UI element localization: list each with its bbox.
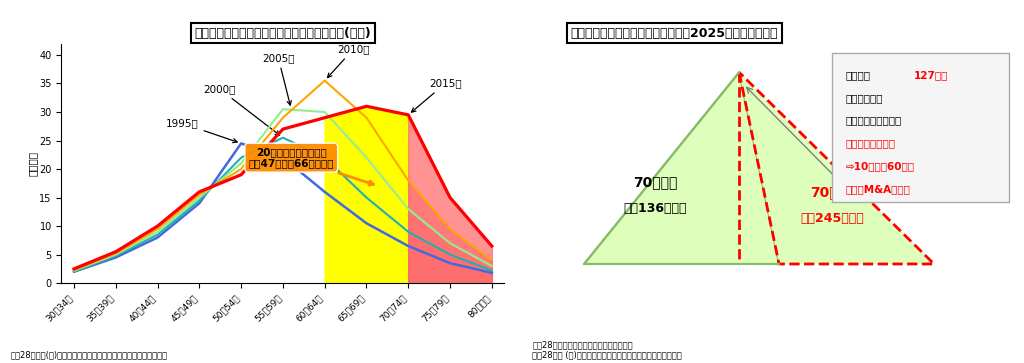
Text: 127万人: 127万人 (914, 70, 948, 80)
Text: 約半数の: 約半数の (846, 70, 870, 80)
Text: 平成28年度総務省「個人企業経済調査」、
平成28年度 (株)帝国データバンクの企業概要ファイルから推計: 平成28年度総務省「個人企業経済調査」、 平成28年度 (株)帝国データバンクの… (532, 340, 682, 359)
FancyBboxPatch shape (833, 53, 1010, 202)
Text: 2005年: 2005年 (262, 53, 295, 105)
Text: が後継者未定: が後継者未定 (846, 93, 883, 103)
Text: 70歳未満: 70歳未満 (633, 176, 677, 189)
Text: 20年間で経営者年齢の
山は47歳から66歳へ移動: 20年間で経営者年齢の 山は47歳から66歳へ移動 (249, 147, 374, 185)
Text: このうち、約半数が: このうち、約半数が (846, 115, 902, 126)
Text: 2015年: 2015年 (412, 78, 462, 112)
Text: 2010年: 2010年 (328, 44, 370, 78)
Text: 以上のM&Aニーズ: 以上のM&Aニーズ (846, 184, 910, 194)
Polygon shape (584, 72, 779, 264)
Title: 中小企業・小規模事業者の経営者年齢の分布(法人): 中小企業・小規模事業者の経営者年齢の分布(法人) (195, 26, 372, 40)
Text: 2000年: 2000年 (204, 84, 280, 135)
Text: 平成28年度　(株)帝国データバンクの企業概要ファイルを再編加工: 平成28年度 (株)帝国データバンクの企業概要ファイルを再編加工 (10, 350, 167, 359)
Text: ⇨10年間で60万件: ⇨10年間で60万件 (846, 161, 914, 171)
Text: 1995年: 1995年 (166, 118, 238, 143)
Text: 黒字廃業の可能性: 黒字廃業の可能性 (846, 138, 895, 148)
Text: 70歳以上: 70歳以上 (810, 185, 854, 199)
Text: （約136万人）: （約136万人） (624, 202, 687, 215)
Text: （約245万人）: （約245万人） (801, 212, 864, 225)
Y-axis label: （万人）: （万人） (28, 151, 38, 176)
Polygon shape (739, 72, 934, 264)
Text: 中小企業・小規模事業者の経営者の2025年における年齢: 中小企業・小規模事業者の経営者の2025年における年齢 (570, 26, 778, 40)
